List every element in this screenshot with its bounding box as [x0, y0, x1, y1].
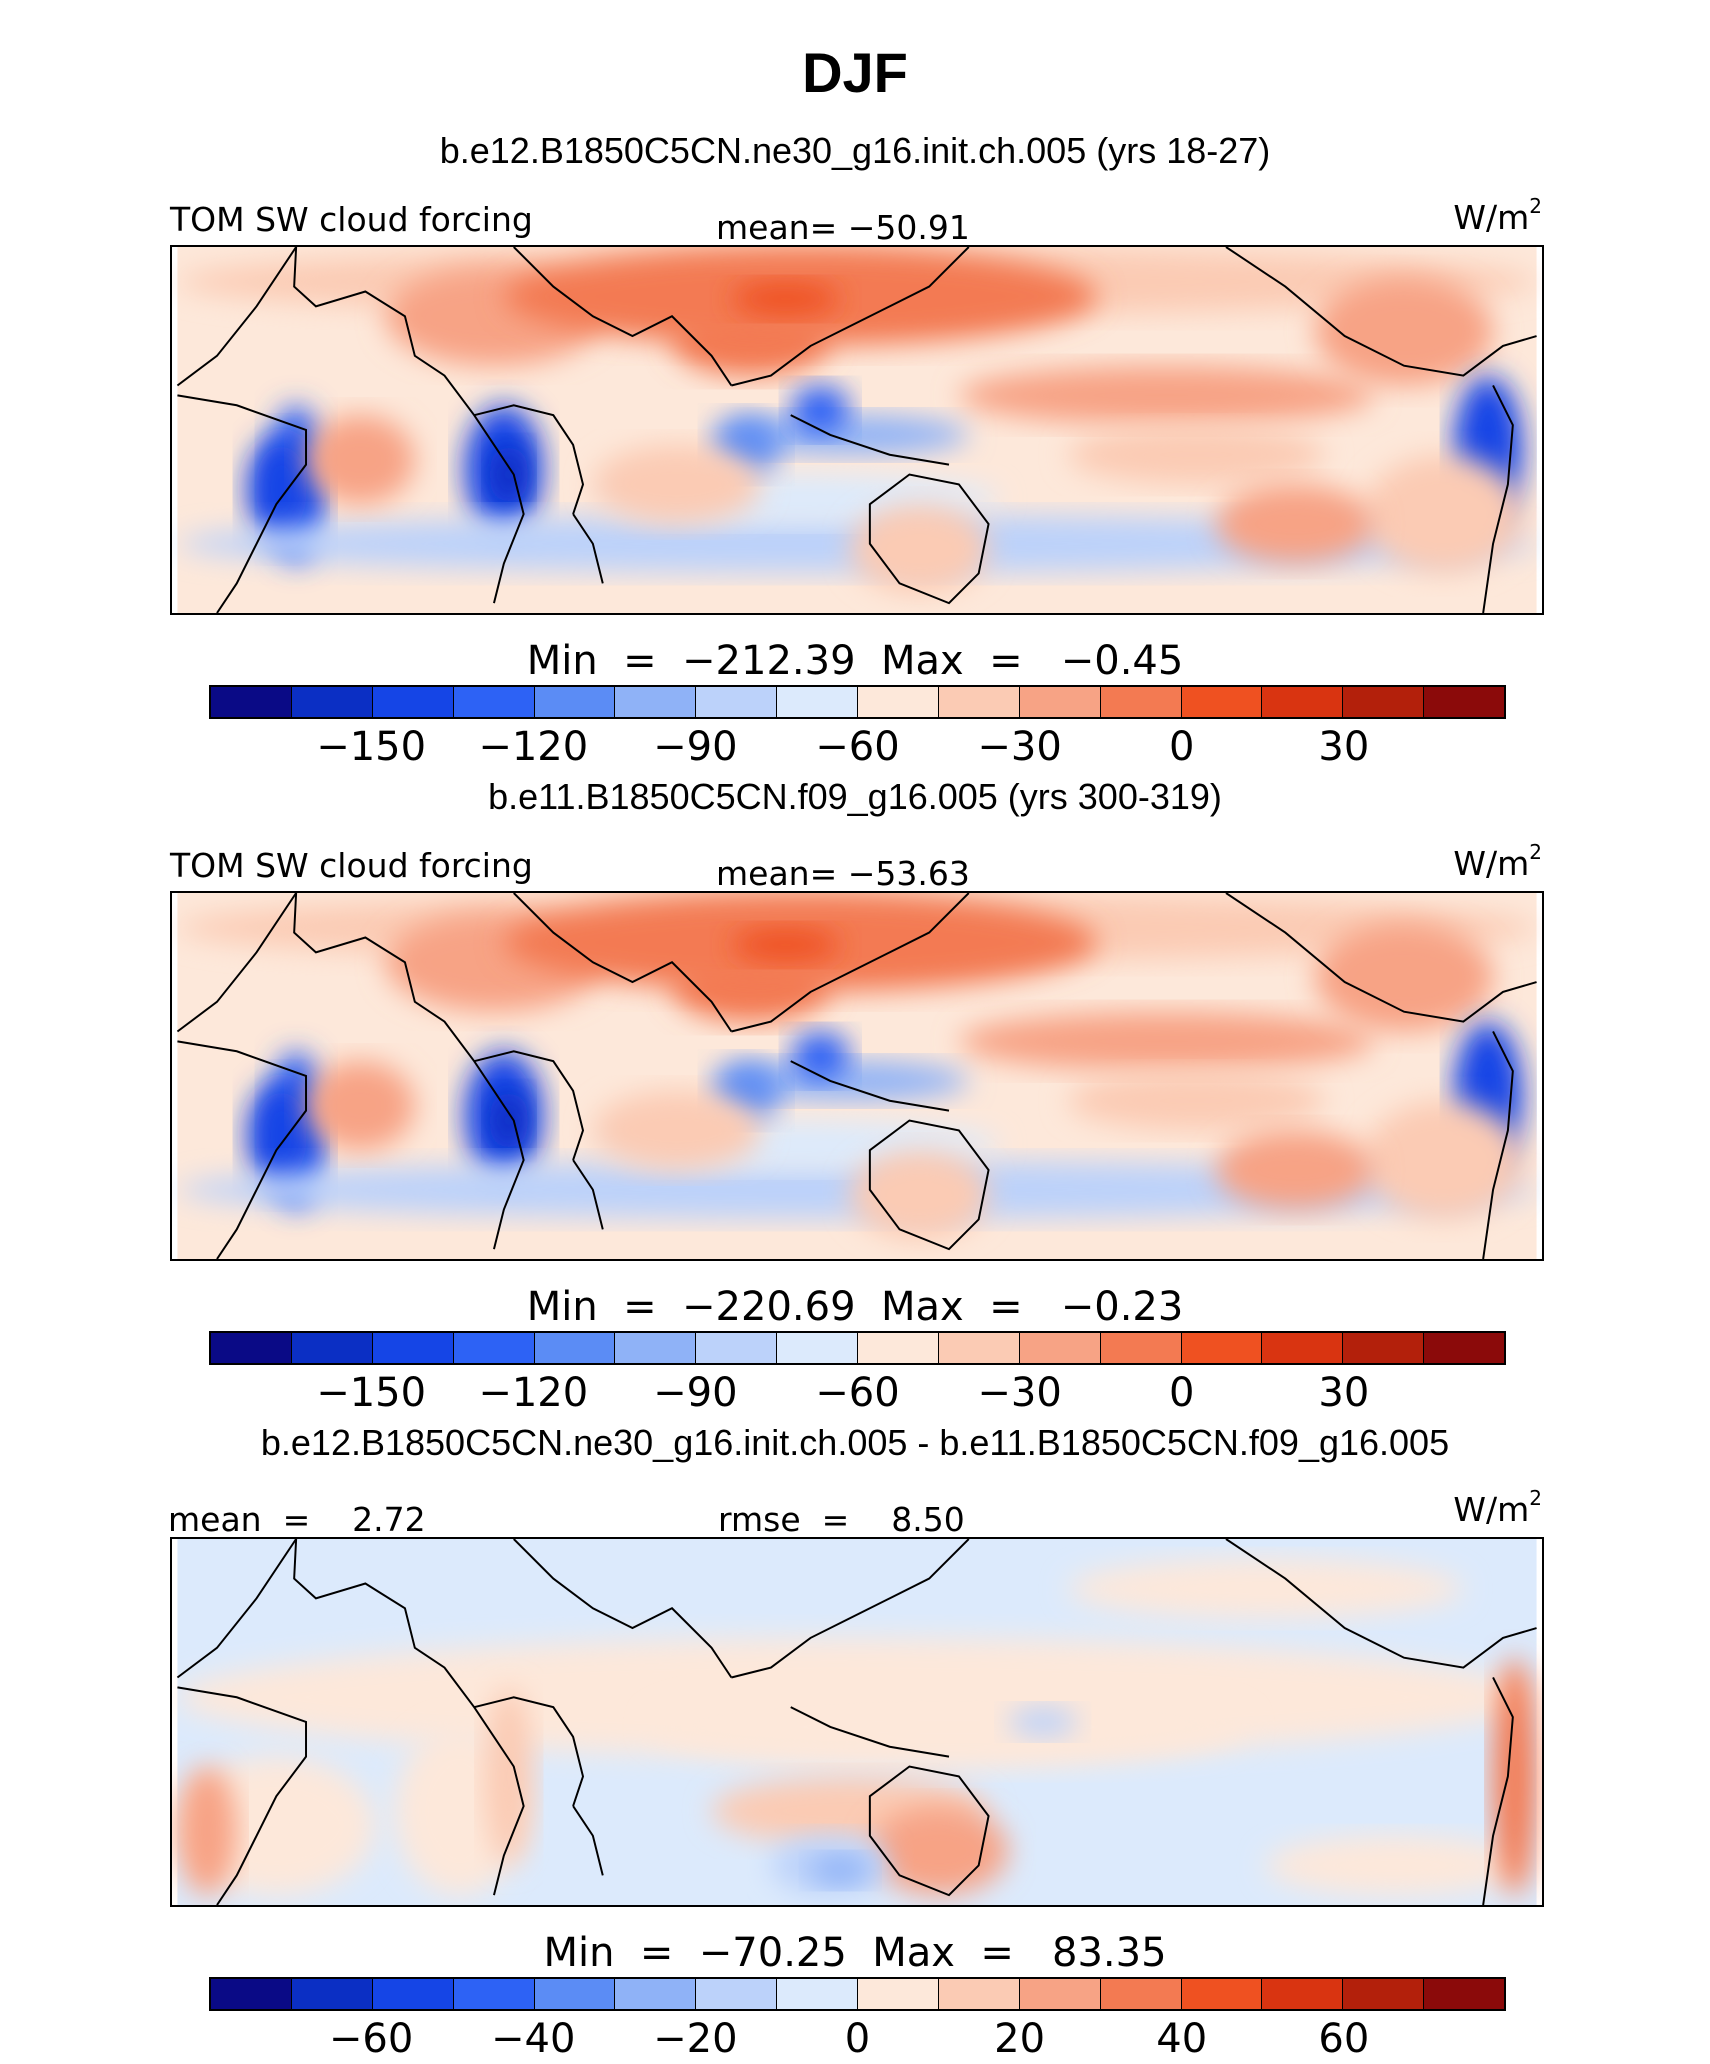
colorbar-swatch: [452, 687, 534, 717]
colorbar-tick-label: 0: [1169, 1370, 1195, 1416]
colorbar-tick-label: 30: [1318, 724, 1370, 770]
colorbar-swatch: [695, 1979, 777, 2009]
panel3-case-title: b.e12.B1850C5CN.ne30_g16.init.ch.005 - b…: [260, 1422, 1450, 1463]
panel1-units-label: W/m2: [1453, 194, 1542, 237]
colorbar-tick-label: −60: [815, 724, 900, 770]
figure-title: DJF: [802, 41, 908, 104]
colorbar-tick-label: −120: [478, 1370, 589, 1416]
colorbar-swatch: [533, 1333, 615, 1363]
panel1-map: [170, 245, 1544, 615]
colorbar-swatch: [776, 1979, 857, 2009]
panel2-units-label: W/m2: [1453, 840, 1542, 883]
colorbar-tick-label: −90: [653, 724, 738, 770]
colorbar-swatch: [452, 1979, 534, 2009]
colorbar-swatch: [533, 687, 615, 717]
panel1-mean-label: mean= −50.91: [716, 208, 970, 247]
coastlines: [176, 893, 1537, 1259]
colorbar-swatch: [614, 1979, 696, 2009]
colorbar-swatch: [371, 687, 453, 717]
colorbar-tick-label: −60: [328, 2016, 414, 2062]
panel2-minmax-label: Min = −220.69 Max = −0.23: [526, 1284, 1184, 1330]
colorbar-swatch: [533, 1979, 615, 2009]
colorbar-tick-label: −20: [653, 2016, 738, 2062]
colorbar-swatch: [1018, 1979, 1100, 2009]
panel2-case-title: b.e11.B1850C5CN.f09_g16.005 (yrs 300-319…: [488, 776, 1222, 817]
colorbar-tick-label: 20: [994, 2016, 1046, 2062]
map-field: [176, 247, 1537, 613]
colorbar-swatch: [1423, 687, 1504, 717]
colorbar-swatch: [1018, 687, 1100, 717]
colorbar-swatch: [290, 1979, 372, 2009]
colorbar-swatch: [937, 1333, 1019, 1363]
colorbar-swatch: [1099, 1979, 1181, 2009]
panel1-minmax-label: Min = −212.39 Max = −0.45: [526, 638, 1184, 684]
colorbar-tick-label: −120: [478, 724, 589, 770]
panel1-variable-label: TOM SW cloud forcing: [170, 200, 533, 239]
colorbar-swatch: [1423, 1333, 1504, 1363]
map-field: [176, 893, 1537, 1259]
colorbar-tick-label: 0: [1169, 724, 1195, 770]
colorbar-swatch: [1261, 1979, 1343, 2009]
colorbar-swatch: [937, 687, 1019, 717]
map-field: [176, 1539, 1537, 1905]
coastlines: [176, 247, 1537, 613]
colorbar-swatch: [1180, 1979, 1262, 2009]
colorbar-swatch: [614, 687, 696, 717]
colorbar-swatch: [614, 1333, 696, 1363]
colorbar-swatch: [290, 687, 372, 717]
panel3-mean-label: mean = 2.72: [168, 1500, 426, 1539]
colorbar-swatch: [211, 1333, 291, 1363]
colorbar-swatch: [695, 687, 777, 717]
colorbar-tick-label: 40: [1156, 2016, 1208, 2062]
panel2-map: [170, 891, 1544, 1261]
colorbar-swatch: [211, 1979, 291, 2009]
colorbar-swatch: [1342, 1333, 1424, 1363]
colorbar-swatch: [857, 1979, 938, 2009]
panel3-minmax-label: Min = −70.25 Max = 83.35: [543, 1930, 1167, 1976]
panel2-mean-label: mean= −53.63: [716, 854, 970, 893]
colorbar-tick-label: −150: [316, 1370, 427, 1416]
colorbar-tick-label: −30: [977, 724, 1062, 770]
panel1-case-title: b.e12.B1850C5CN.ne30_g16.init.ch.005 (yr…: [439, 130, 1271, 171]
colorbar-swatch: [1342, 1979, 1424, 2009]
panel2-variable-label: TOM SW cloud forcing: [170, 846, 533, 885]
panel3-rmse-label: rmse = 8.50: [718, 1500, 965, 1539]
panel3-map: [170, 1537, 1544, 1907]
colorbar-swatch: [452, 1333, 534, 1363]
panel2-colorbar: [209, 1331, 1506, 1365]
colorbar-tick-label: −60: [815, 1370, 900, 1416]
colorbar-swatch: [776, 687, 857, 717]
colorbar-tick-label: 0: [844, 2016, 871, 2062]
colorbar-swatch: [371, 1333, 453, 1363]
colorbar-swatch: [1342, 687, 1424, 717]
colorbar-swatch: [1261, 1333, 1343, 1363]
panel1-colorbar: [209, 685, 1506, 719]
colorbar-swatch: [371, 1979, 453, 2009]
colorbar-swatch: [857, 1333, 938, 1363]
colorbar-swatch: [211, 687, 291, 717]
colorbar-swatch: [290, 1333, 372, 1363]
colorbar-swatch: [695, 1333, 777, 1363]
colorbar-tick-label: 60: [1318, 2016, 1370, 2062]
colorbar-swatch: [937, 1979, 1019, 2009]
colorbar-swatch: [1018, 1333, 1100, 1363]
colorbar-swatch: [1261, 687, 1343, 717]
colorbar-swatch: [1099, 687, 1181, 717]
panel3-colorbar: [209, 1977, 1506, 2011]
colorbar-tick-label: −30: [977, 1370, 1062, 1416]
colorbar-tick-label: −40: [491, 2016, 576, 2062]
colorbar-swatch: [1099, 1333, 1181, 1363]
panel3-units-label: W/m2: [1453, 1486, 1542, 1529]
colorbar-swatch: [1180, 687, 1262, 717]
coastlines: [176, 1539, 1537, 1905]
colorbar-swatch: [857, 687, 938, 717]
colorbar-tick-label: −90: [653, 1370, 738, 1416]
colorbar-tick-label: −150: [316, 724, 427, 770]
colorbar-swatch: [1423, 1979, 1504, 2009]
colorbar-tick-label: 30: [1318, 1370, 1370, 1416]
colorbar-swatch: [776, 1333, 857, 1363]
colorbar-swatch: [1180, 1333, 1262, 1363]
